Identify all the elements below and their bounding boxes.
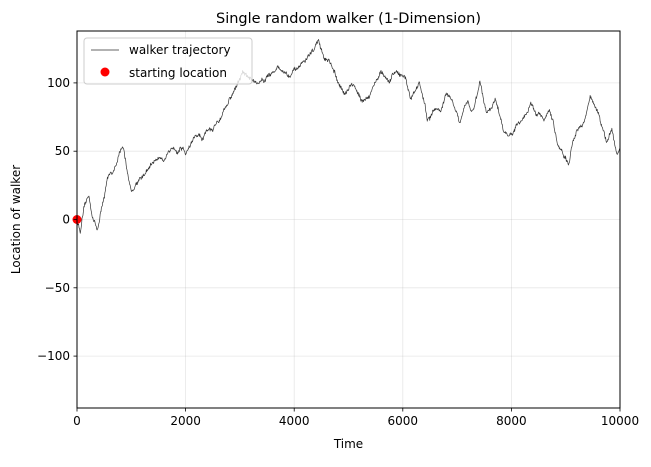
- x-tick-label: 0: [73, 414, 81, 428]
- y-tick-label: −50: [45, 281, 70, 295]
- grid: [76, 31, 621, 408]
- x-tick-label: 2000: [170, 414, 201, 428]
- y-tick-label: −100: [37, 349, 70, 363]
- axes-ticks: 0 2000 4000 6000 8000 10000 −100 −50 0 50 100: [37, 76, 639, 428]
- y-tick-label: 50: [55, 144, 70, 158]
- x-tick-label: 4000: [279, 414, 310, 428]
- x-tick-label: 8000: [496, 414, 527, 428]
- legend-marker-swatch: [100, 67, 110, 77]
- walker-trajectory-line: [76, 39, 621, 234]
- x-axis-label: Time: [333, 437, 363, 451]
- legend-label-start: starting location: [129, 66, 227, 80]
- chart-title: Single random walker (1-Dimension): [216, 11, 481, 27]
- legend-box: [83, 37, 253, 85]
- legend: walker trajectory starting location: [83, 37, 253, 85]
- legend-label-trajectory: walker trajectory: [129, 43, 231, 57]
- y-tick-label: 0: [62, 213, 70, 227]
- y-tick-label: 100: [47, 76, 70, 90]
- x-tick-label: 6000: [388, 414, 419, 428]
- y-axis-label: Location of walker: [9, 165, 23, 274]
- x-tick-label: 10000: [601, 414, 639, 428]
